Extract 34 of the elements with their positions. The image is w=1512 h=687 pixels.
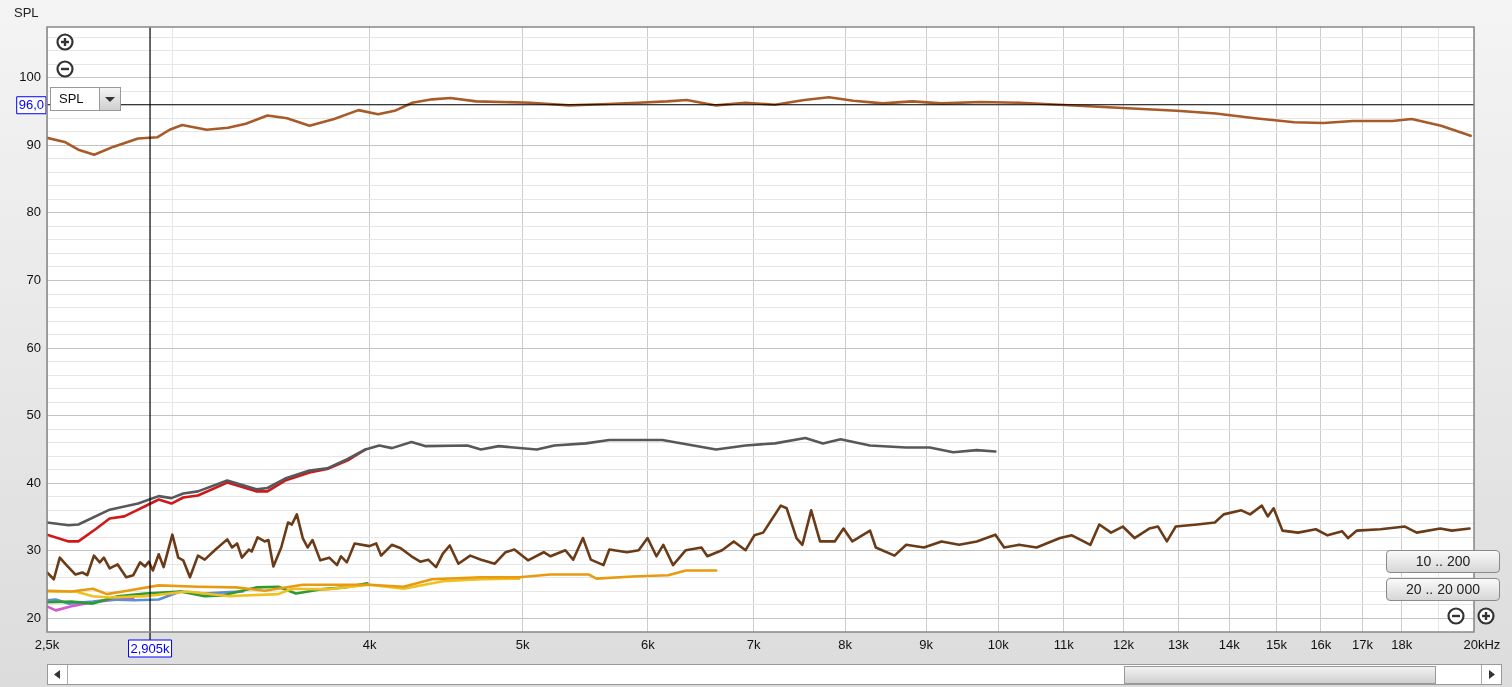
y-tick-label: 80 xyxy=(26,204,41,220)
x-tick-label: 10k xyxy=(987,637,1010,653)
y-tick-label: 30 xyxy=(26,542,41,558)
x-tick-label: 20k xyxy=(1463,637,1485,653)
x-tick-label: 18k xyxy=(1391,637,1413,653)
annotation: SPL xyxy=(59,91,84,106)
x-tick-label: 11k xyxy=(1053,637,1075,653)
y-tick-label: 70 xyxy=(26,272,41,288)
y-tick-label: 60 xyxy=(26,339,41,355)
x-tick-label: 16k xyxy=(1310,637,1332,653)
x-tick-label: 14k xyxy=(1218,637,1241,653)
y-tick-label: 20 xyxy=(26,610,41,626)
x-tick-label: 12k xyxy=(1112,637,1135,653)
ref-line-label: 96,0 xyxy=(18,97,45,113)
x-tick-label: 17k xyxy=(1351,637,1374,653)
y-tick-label: 40 xyxy=(26,474,41,490)
x-tick-label: 6k xyxy=(640,637,656,653)
y-tick-label: 90 xyxy=(26,136,41,152)
x-axis-title: Hz xyxy=(1484,636,1501,652)
dropdown: SPL xyxy=(50,87,121,111)
x-tick-label: 4k xyxy=(362,637,377,653)
x-tick-label: 5k xyxy=(515,637,531,653)
y-tick-label: 50 xyxy=(26,407,41,423)
button: 20 .. 20 000 xyxy=(1386,578,1500,601)
ref-line-label: 2,905k xyxy=(130,640,171,656)
x-tick-label: 15k xyxy=(1266,637,1288,653)
x-tick-label: 9k xyxy=(919,637,934,653)
x-tick-label: 13k xyxy=(1167,637,1190,653)
x-tick-label: 7k xyxy=(746,637,761,653)
button: 10 .. 200 xyxy=(1386,550,1500,573)
x-tick-label: 8k xyxy=(838,637,853,653)
x-tick-label: 2,5k xyxy=(34,637,60,653)
y-tick-label: 100 xyxy=(19,69,41,85)
y-axis-title: SPL xyxy=(14,5,39,20)
